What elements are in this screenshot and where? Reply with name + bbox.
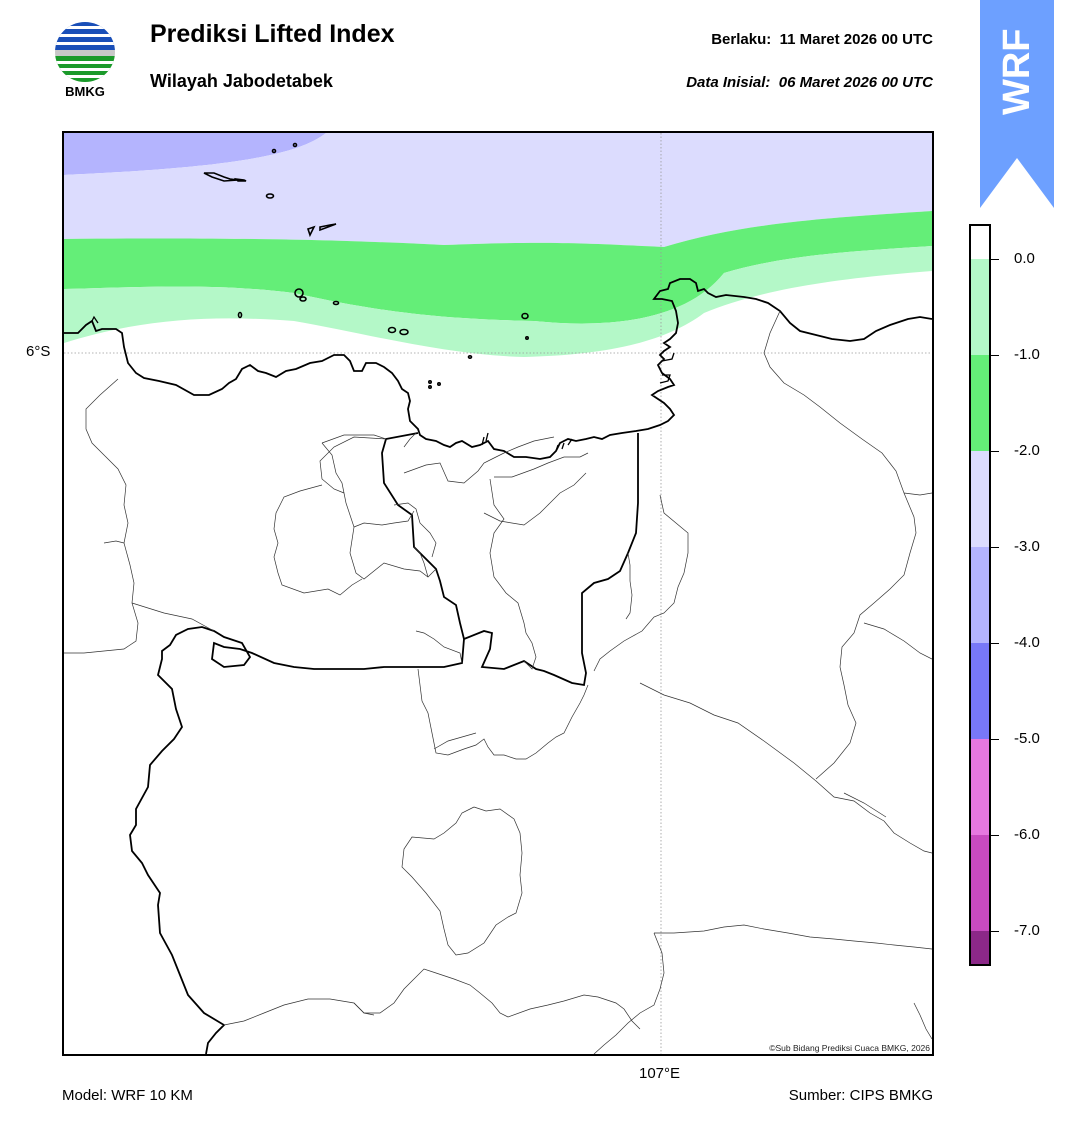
- model-info: Model: WRF 10 KM: [62, 1087, 193, 1104]
- li-band-3-to-4: [64, 133, 326, 175]
- coastline-detail: [91, 315, 675, 452]
- colorbar-seg-0-to-1: [971, 259, 989, 355]
- map-panel: ©Sub Bidang Prediksi Cuaca BMKG, 2026: [62, 131, 934, 1056]
- bmkg-logo: BMKG: [52, 20, 118, 100]
- init-time: Data Inisial: 06 Maret 2026 00 UTC: [686, 74, 933, 91]
- map-credit: ©Sub Bidang Prediksi Cuaca BMKG, 2026: [769, 1043, 930, 1053]
- colorbar-tick: [991, 451, 999, 452]
- colorbar-seg-2-to-3: [971, 451, 989, 547]
- colorbar-tick-label: -3.0: [1014, 538, 1040, 555]
- colorbar-tick: [991, 739, 999, 740]
- colorbar-seg-5-to-6: [971, 739, 989, 835]
- colorbar-tick-label: -6.0: [1014, 826, 1040, 843]
- wrf-badge: [980, 0, 1054, 208]
- colorbar-tick-label: -4.0: [1014, 634, 1040, 651]
- lat-tick-label: 6°S: [26, 343, 51, 360]
- colorbar-seg-3-to-4: [971, 547, 989, 643]
- colorbar-tick: [991, 835, 999, 836]
- colorbar-seg-below-7: [971, 931, 989, 964]
- colorbar-seg-1-to-2: [971, 355, 989, 451]
- svg-text:WRF: WRF: [996, 28, 1038, 115]
- colorbar: [969, 224, 991, 966]
- li-band-2-to-3: [64, 133, 932, 247]
- colorbar-tick: [991, 355, 999, 356]
- colorbar-tick-label: -5.0: [1014, 730, 1040, 747]
- init-value: 06 Maret 2026 00 UTC: [778, 74, 933, 91]
- colorbar-tick-label: -2.0: [1014, 442, 1040, 459]
- colorbar-tick: [991, 931, 999, 932]
- valid-time: Berlaku: 11 Maret 2026 00 UTC: [711, 31, 933, 48]
- regency-boundaries: [64, 310, 932, 1054]
- colorbar-tick: [991, 259, 999, 260]
- li-band-0-to-1: [64, 246, 932, 357]
- bmkg-emblem-icon: [55, 22, 115, 82]
- colorbar-seg-4-to-5: [971, 643, 989, 739]
- init-label: Data Inisial:: [686, 74, 771, 91]
- province-boundary: [129, 432, 639, 1054]
- page-subtitle: Wilayah Jabodetabek: [150, 71, 333, 91]
- colorbar-tick-label: -7.0: [1014, 922, 1040, 939]
- valid-value: 11 Maret 2026 00 UTC: [779, 31, 933, 48]
- colorbar-tick-label: -1.0: [1014, 346, 1040, 363]
- colorbar-tick-label: 0.0: [1014, 250, 1035, 267]
- wrf-badge-label: WRF: [996, 28, 1038, 115]
- islands: [203, 142, 529, 390]
- colorbar-tick: [991, 547, 999, 548]
- lon-tick-label: 107°E: [639, 1065, 681, 1082]
- logo-text: BMKG: [65, 84, 105, 99]
- map-canvas: [64, 133, 932, 1054]
- li-band-1-to-2: [64, 211, 932, 324]
- colorbar-seg-6-to-7: [971, 835, 989, 931]
- colorbar-tick: [991, 643, 999, 644]
- source-info: Sumber: CIPS BMKG: [788, 1087, 933, 1104]
- colorbar-seg-above-0: [971, 226, 989, 259]
- page-title: Prediksi Lifted Index: [150, 20, 395, 48]
- valid-label: Berlaku:: [711, 31, 772, 48]
